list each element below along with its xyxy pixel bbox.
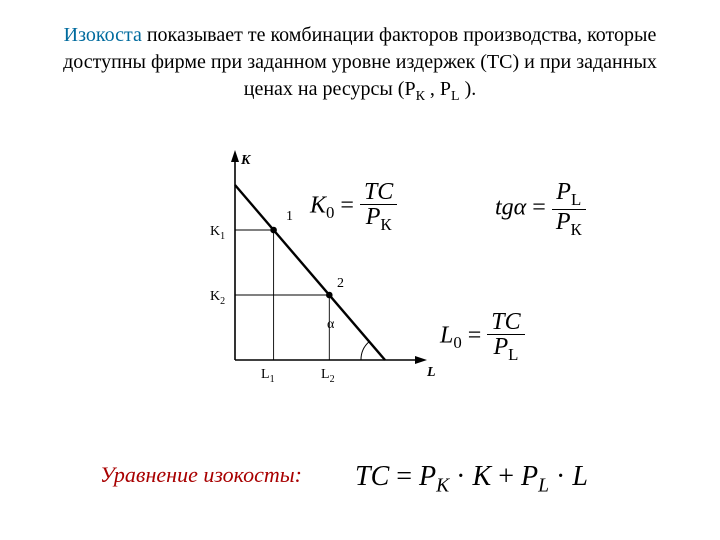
term-isocost: Изокоста bbox=[64, 24, 142, 46]
l1-label: L1 bbox=[261, 367, 275, 385]
k2-label: K2 bbox=[210, 289, 225, 307]
angle-arc bbox=[361, 342, 369, 360]
point-2 bbox=[326, 292, 333, 299]
l2-label: L2 bbox=[321, 367, 335, 385]
formula-l0: L0 = TCPL bbox=[440, 310, 525, 364]
main-equation: TC = PК · K + PL · L bbox=[355, 461, 588, 498]
y-axis-label: K bbox=[240, 153, 252, 168]
point-2-label: 2 bbox=[337, 276, 344, 291]
x-arrow bbox=[415, 356, 427, 364]
angle-label: α bbox=[327, 317, 335, 332]
k1-label: K1 bbox=[210, 224, 225, 242]
equation-label: Уравнение изокосты: bbox=[100, 462, 302, 488]
formula-k0: K0 = TCPК bbox=[310, 180, 397, 234]
point-1 bbox=[270, 227, 277, 234]
x-axis-label: L bbox=[426, 365, 436, 380]
y-arrow bbox=[231, 150, 239, 162]
formula-tg: tgα = PLPК bbox=[495, 180, 586, 238]
point-1-label: 1 bbox=[286, 209, 293, 224]
intro-text: Изокоста показывает те комбинации фактор… bbox=[50, 22, 670, 107]
